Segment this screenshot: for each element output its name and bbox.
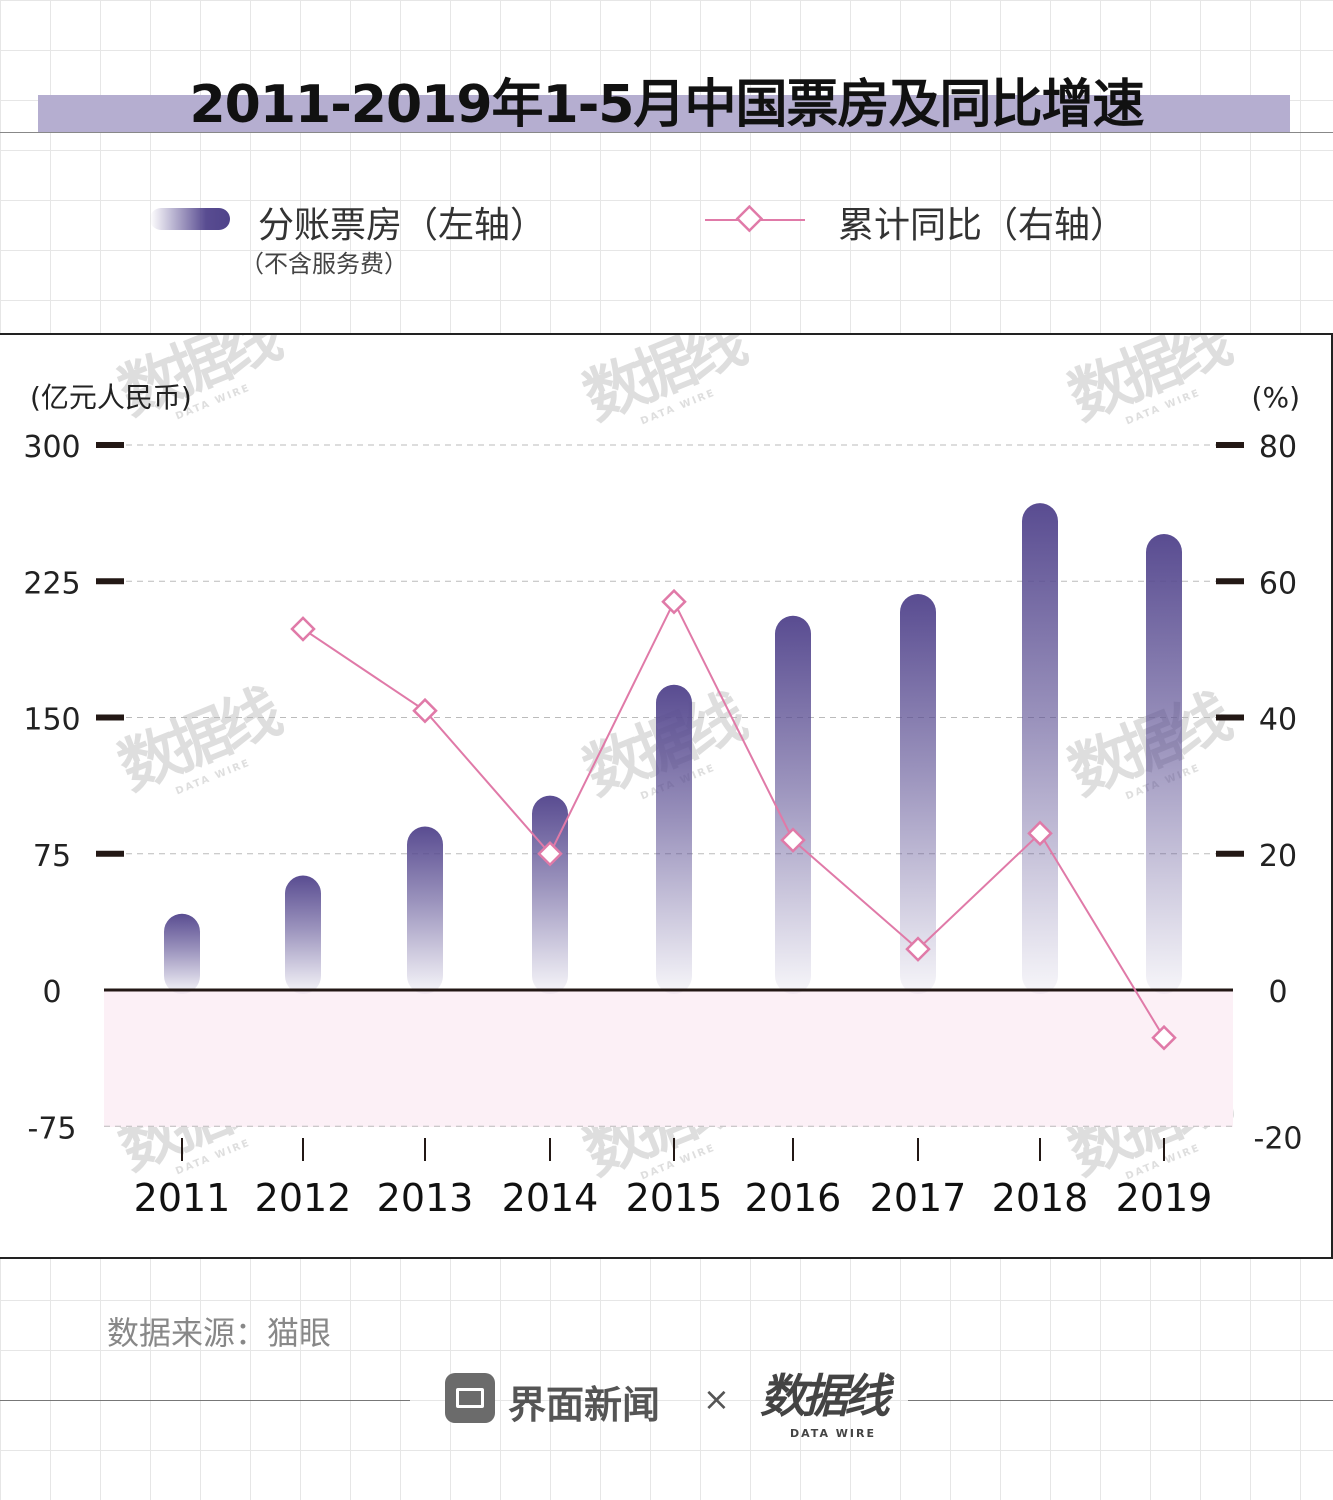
partner-logo-sub: DATA WIRE [790, 1427, 876, 1440]
left-tick-mark [96, 850, 124, 857]
right-tick-mark [1216, 578, 1244, 585]
growth-marker [780, 827, 806, 853]
brand-logo-icon [445, 1373, 495, 1423]
x-tick-label: 2015 [626, 1176, 723, 1220]
title-band [38, 95, 1290, 133]
legend-bar-swatch [150, 208, 230, 230]
x-tick-label: 2014 [502, 1176, 599, 1220]
legend-bar-sublabel: （不含服务费） [240, 250, 408, 278]
bar [1146, 534, 1182, 994]
left-tick-mark [96, 442, 124, 448]
right-tick-mark [1216, 714, 1244, 721]
right-tick-label: 60 [1259, 566, 1297, 601]
bar [656, 684, 692, 994]
x-tick-label: 2019 [1116, 1176, 1213, 1220]
right-tick-mark [1216, 850, 1244, 857]
watermark-text: 数据线 [574, 335, 755, 434]
right-tick-label: 80 [1259, 430, 1297, 465]
bar [900, 593, 936, 994]
footer-line-left [0, 1400, 410, 1401]
data-source: 数据来源：猫眼 [107, 1314, 332, 1352]
x-tick-label: 2013 [377, 1176, 474, 1220]
chart-title: 2011-2019年1-5月中国票房及同比增速 [189, 75, 1145, 135]
left-tick-label: 0 [42, 975, 61, 1010]
legend-line-label: 累计同比（右轴） [838, 205, 1127, 246]
growth-marker [1151, 1024, 1177, 1051]
bar [775, 615, 811, 994]
left-tick-label: 225 [23, 566, 80, 601]
chart-frame: 数据线 DATA WIRE 数据线 DATA WIRE 数据线 DATA WIRE 数据… [0, 333, 1333, 1259]
left-axis-label: (亿元人民币) [30, 381, 192, 414]
x-tick-label: 2016 [745, 1176, 842, 1220]
growth-line [302, 599, 1165, 1039]
bar [285, 875, 321, 994]
title-divider [0, 132, 1333, 133]
right-tick-mark [1216, 442, 1244, 448]
footer-line-right [908, 1400, 1333, 1401]
left-tick-label: -75 [28, 1111, 77, 1146]
brand-name: 界面新闻 [508, 1383, 661, 1427]
left-tick-mark [96, 714, 124, 721]
negative-region [104, 990, 1233, 1127]
growth-marker [537, 840, 563, 867]
left-tick-label: 150 [23, 703, 80, 738]
legend-line-icon [705, 205, 805, 233]
brand-separator: × [703, 1380, 730, 1418]
x-tick-label: 2017 [870, 1176, 967, 1220]
growth-marker [1027, 820, 1053, 847]
bar [407, 826, 443, 994]
x-tick-label: 2018 [992, 1176, 1089, 1220]
x-tick-label: 2011 [134, 1176, 231, 1220]
watermark-text: 数据线 [1059, 335, 1240, 434]
right-axis-label: (%) [1252, 381, 1300, 414]
right-tick-label: 40 [1259, 703, 1297, 738]
right-tick-label: 0 [1268, 975, 1287, 1010]
bar [164, 913, 200, 994]
growth-marker [905, 936, 931, 962]
growth-marker [412, 697, 438, 724]
bar [1022, 503, 1058, 994]
right-tick-label: -20 [1254, 1121, 1303, 1156]
legend-bar-label: 分账票房（左轴） [258, 205, 547, 246]
bar [532, 795, 568, 994]
left-tick-label: 75 [33, 839, 71, 874]
right-tick-label: 20 [1259, 839, 1297, 874]
left-tick-mark [96, 578, 124, 585]
left-tick-label: 300 [23, 430, 80, 465]
x-tick-label: 2012 [255, 1176, 352, 1220]
growth-marker [661, 588, 687, 615]
growth-marker [290, 616, 316, 642]
partner-logo: 数据线 [760, 1369, 890, 1423]
